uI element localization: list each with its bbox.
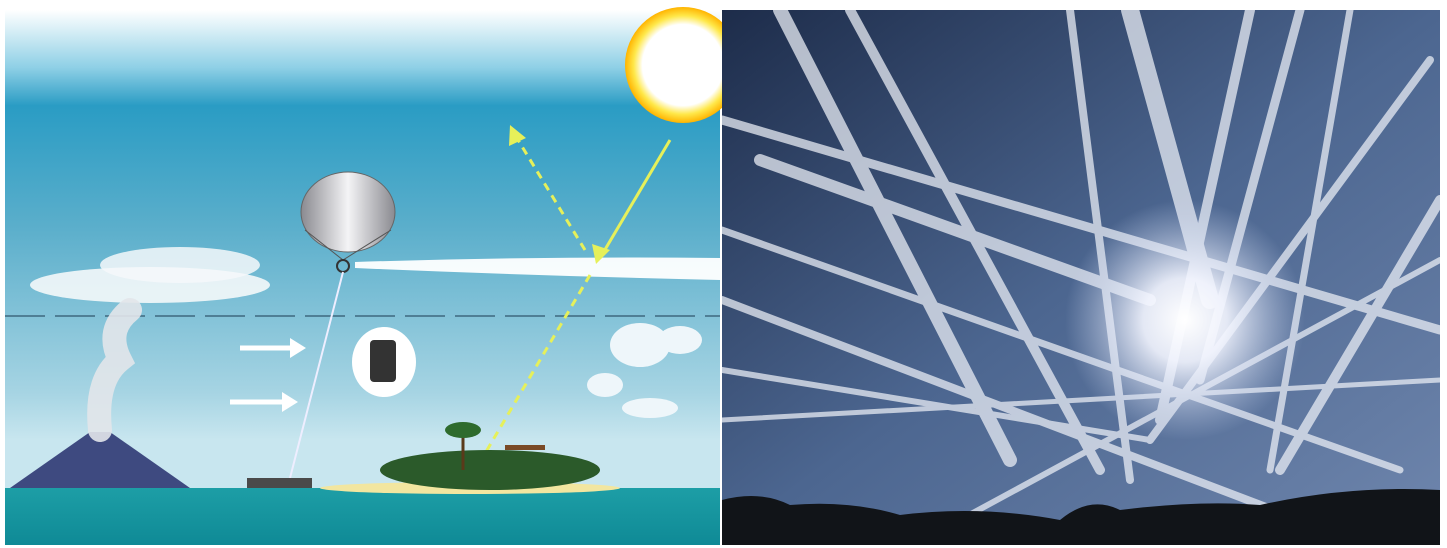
- balloon: [301, 172, 395, 252]
- page: (() => { const g = document.getElementBy…: [0, 0, 1447, 548]
- photo: [722, 10, 1440, 545]
- hut-roof: [505, 445, 545, 450]
- canister: [370, 340, 396, 382]
- island-trees: [380, 450, 600, 490]
- cloud: [658, 326, 702, 354]
- palm-leaves: [445, 422, 481, 438]
- ocean: [5, 488, 720, 545]
- ship: [247, 478, 312, 488]
- sun-glow: [1065, 200, 1305, 440]
- cloud: [100, 247, 260, 283]
- cloud: [622, 398, 678, 418]
- scene: [0, 0, 1447, 548]
- cloud: [587, 373, 623, 397]
